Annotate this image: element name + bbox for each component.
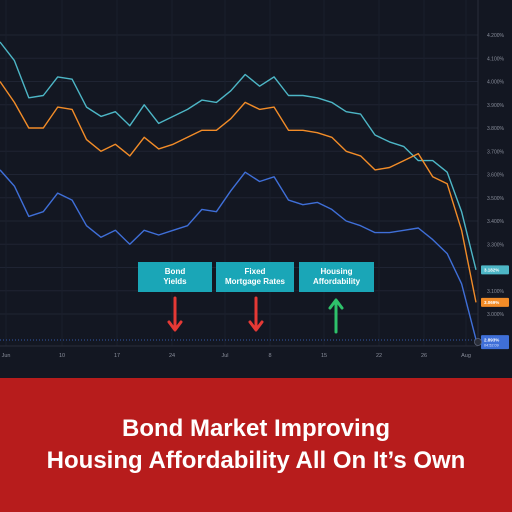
series-line	[0, 41, 477, 270]
x-tick-label: 26	[421, 353, 427, 359]
y-tick-label: 3.100%	[487, 289, 505, 295]
x-tick-label: 17	[114, 353, 120, 359]
x-tick-label: Jun	[2, 353, 11, 359]
y-tick-label: 3.500%	[487, 196, 505, 202]
last-value-subtext: 04:52:09	[484, 344, 499, 348]
last-value-text: 2.893%	[484, 337, 499, 342]
y-tick-label: 3.000%	[487, 312, 505, 318]
headline-banner: Bond Market Improving Housing Affordabil…	[0, 378, 512, 512]
y-tick-label: 4.100%	[487, 56, 505, 62]
headline-line-2: Housing Affordability All On It’s Own	[46, 447, 466, 474]
headline-line-1: Bond Market Improving	[121, 415, 391, 442]
last-value-label	[481, 265, 509, 275]
y-tick-label: 3.800%	[487, 126, 505, 132]
y-tick-label: 3.600%	[487, 173, 505, 179]
series-line	[0, 169, 477, 340]
x-tick-label: Aug	[461, 353, 471, 359]
series-line	[0, 81, 477, 303]
x-tick-label: 24	[169, 353, 175, 359]
last-value-label	[481, 297, 509, 307]
y-tick-label: 4.000%	[487, 80, 505, 86]
y-tick-label: 3.700%	[487, 149, 505, 155]
last-value-text: 3.069%	[484, 300, 499, 305]
up-arrow-icon	[328, 298, 344, 334]
marker-icon	[474, 338, 482, 346]
housing-affordability-card: Housing Affordability	[299, 262, 374, 292]
down-arrow-icon	[248, 296, 264, 332]
last-value-label	[481, 335, 509, 350]
last-value-text: 3.182%	[484, 268, 499, 273]
x-tick-label: 10	[59, 353, 65, 359]
x-tick-label: 22	[376, 353, 382, 359]
fixed-mortgage-rates-card: Fixed Mortgage Rates	[216, 262, 294, 292]
y-tick-label: 3.300%	[487, 242, 505, 248]
y-tick-label: 4.200%	[487, 33, 505, 39]
y-tick-label: 3.400%	[487, 219, 505, 225]
x-tick-label: Jul	[221, 353, 228, 359]
bond-yields-card: Bond Yields	[138, 262, 212, 292]
down-arrow-icon	[167, 296, 183, 332]
y-tick-label: 3.900%	[487, 103, 505, 109]
x-tick-label: 8	[268, 353, 271, 359]
x-tick-label: 15	[321, 353, 327, 359]
